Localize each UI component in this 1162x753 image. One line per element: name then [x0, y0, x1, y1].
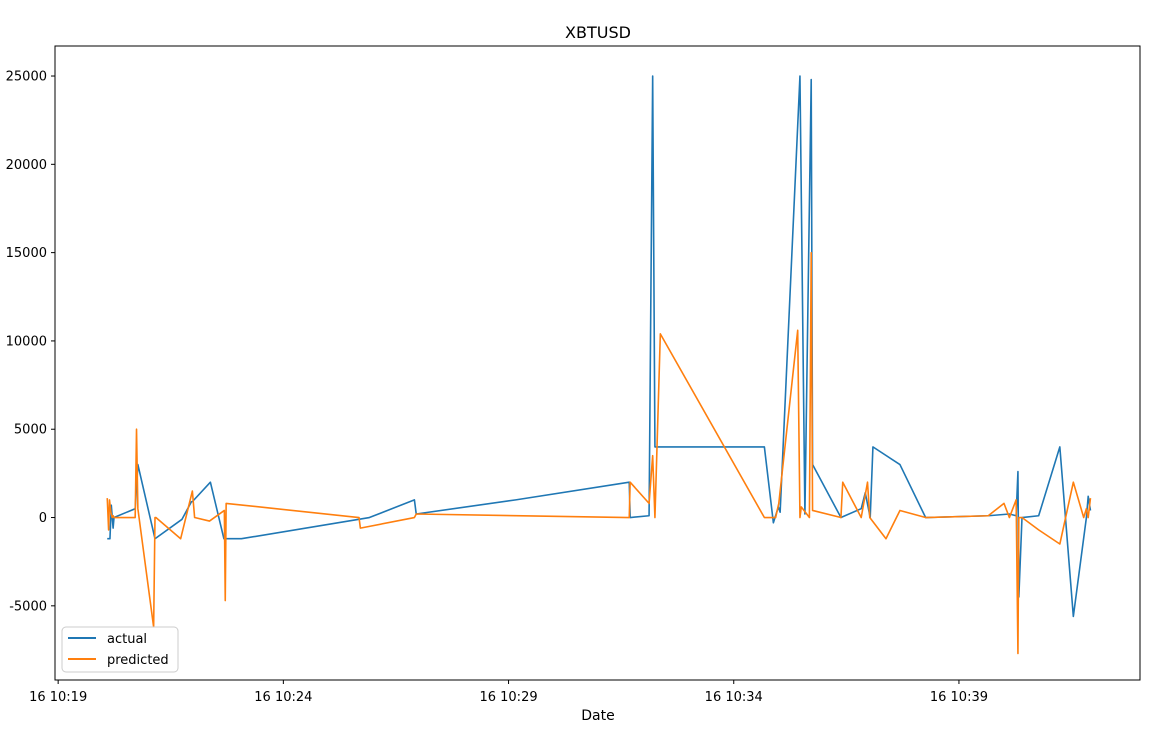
series-line-actual — [107, 75, 1092, 618]
plot-area: -5000 0 5000 10000 15000 20000 25000 16 10:19 16… — [6, 45, 1141, 705]
y-tick-label: -5000 — [9, 599, 47, 614]
x-tick-label: 16 10:24 — [254, 690, 312, 705]
x-axis-label: Date — [581, 708, 614, 724]
y-tick-label: 10000 — [6, 334, 47, 349]
y-tick-label: 0 — [39, 511, 47, 526]
legend: actual predicted — [61, 626, 179, 673]
x-tick-label: 16 10:29 — [479, 690, 537, 705]
legend-label-predicted: predicted — [107, 653, 169, 668]
x-tick-label: 16 10:39 — [930, 690, 988, 705]
y-tick-label: 20000 — [6, 158, 47, 173]
y-tick-label: 15000 — [6, 246, 47, 261]
x-tick-label: 16 10:34 — [705, 690, 763, 705]
chart-title: XBTUSD — [565, 23, 631, 42]
axes-frame — [54, 45, 1141, 681]
y-tick-label: 25000 — [6, 70, 47, 85]
x-tick-label: 16 10:19 — [29, 690, 87, 705]
y-tick-label: 5000 — [14, 423, 47, 438]
legend-label-actual: actual — [107, 632, 147, 647]
